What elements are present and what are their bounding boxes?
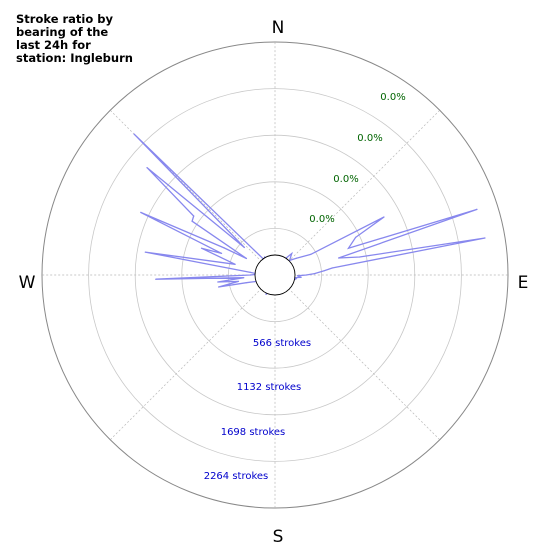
data-point	[217, 281, 219, 283]
data-point	[253, 249, 255, 251]
data-point	[249, 274, 251, 276]
data-point	[245, 257, 248, 260]
data-point	[484, 237, 486, 239]
direction-label-N: N	[272, 18, 285, 38]
data-point	[249, 271, 251, 273]
data-point	[243, 277, 245, 279]
grid-ring-2	[181, 181, 369, 369]
data-point	[133, 133, 135, 135]
data-point	[331, 267, 333, 269]
ring-stroke-label: 1132 strokes	[237, 382, 302, 393]
data-point	[355, 236, 357, 238]
data-point	[155, 278, 157, 280]
data-point	[200, 247, 203, 249]
data-point	[234, 263, 236, 265]
data-point	[300, 276, 302, 278]
data-point	[243, 246, 245, 249]
data-point	[305, 274, 307, 276]
ring-percent-label: 0.0%	[357, 133, 382, 144]
data-point	[245, 282, 247, 284]
data-point	[295, 257, 297, 259]
ring-percent-label: 0.0%	[333, 174, 358, 185]
data-point	[265, 293, 267, 295]
data-point	[313, 273, 316, 275]
grid-spoke-45	[285, 109, 441, 265]
data-point	[296, 275, 298, 277]
grid-spoke-225	[109, 285, 265, 441]
ring-stroke-label: 566 strokes	[253, 338, 311, 349]
data-point	[218, 286, 220, 288]
polar-grid	[41, 41, 509, 509]
outer-ring	[41, 41, 509, 509]
data-point	[140, 211, 142, 213]
chart-title: Stroke ratio by bearing of the last 24h …	[16, 12, 133, 65]
data-point	[144, 251, 146, 253]
ring-stroke-label: 2264 strokes	[204, 471, 269, 482]
data-point	[223, 247, 225, 249]
center-hub	[254, 254, 296, 296]
direction-label-E: E	[518, 273, 529, 293]
data-point	[476, 208, 478, 210]
data-point	[146, 167, 148, 169]
data-point	[323, 270, 325, 272]
grid-ring-4	[88, 88, 462, 462]
grid-spoke-315	[109, 109, 265, 265]
data-point	[347, 247, 350, 249]
data-point	[291, 253, 293, 255]
series-layer	[133, 133, 486, 296]
direction-label-S: S	[273, 527, 284, 547]
ring-stroke-label: 1698 strokes	[221, 427, 286, 438]
data-point	[193, 215, 195, 217]
data-point	[237, 280, 240, 282]
data-point	[221, 252, 223, 254]
data-point	[295, 278, 297, 280]
ring-percent-label: 0.0%	[309, 214, 334, 225]
direction-label-W: W	[19, 273, 36, 293]
data-point	[254, 281, 256, 283]
data-point	[359, 256, 361, 258]
grid-ring-1	[227, 227, 322, 322]
data-point	[338, 257, 340, 259]
grid-spoke-135	[285, 285, 441, 441]
data-point	[191, 220, 193, 222]
label-layer: N E S W 0.0% 0.0% 0.0% 0.0% 566 strokes 1132 stro…	[19, 18, 529, 547]
data-point	[310, 253, 312, 255]
ring-percent-label: 0.0%	[380, 92, 405, 103]
data-point	[383, 216, 385, 218]
